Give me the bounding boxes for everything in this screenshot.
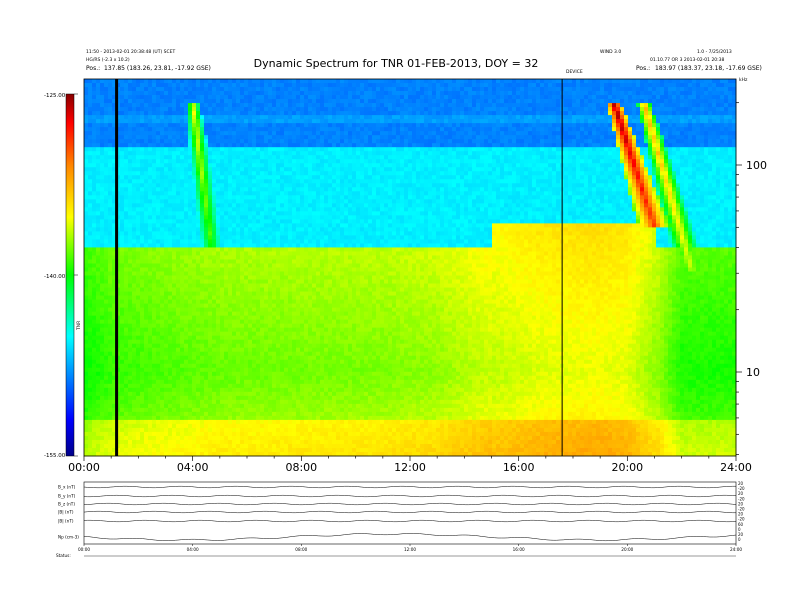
- panel-row-label: B_y (nT): [58, 494, 76, 499]
- panel-trace: [83, 494, 737, 498]
- panel-trace: [83, 533, 737, 542]
- header-left-line2: HG/RS (-2.3 x 10.2): [86, 58, 130, 63]
- panel-trace: [83, 485, 736, 489]
- time-tick-label: 20:00: [611, 461, 643, 474]
- header-right-pos-value: 183.97 (183.37, 23.18, -17.69 GSE): [655, 65, 762, 72]
- panel-right-tick-label: 0: [738, 527, 741, 532]
- panel-row-label: |B| (nT): [58, 510, 74, 515]
- frequency-axis: 10 100: [736, 102, 767, 455]
- header-left-line1: 11:50 - 2013-02-01 20:38:48 (UT) SCET: [86, 50, 176, 55]
- panel-right-tick-label: -20: [738, 507, 745, 512]
- panel-time-tick-label: 12:00: [404, 547, 416, 552]
- panel-right-tick-label: 20: [738, 481, 744, 486]
- panel-right-tick-label: 20: [738, 532, 744, 537]
- header-right-line2: 01.10.77 OR 3 2013-02-01 20:38: [650, 58, 725, 63]
- time-tick-label: 00:00: [68, 461, 100, 474]
- device-marker-label: DEVICE: [566, 70, 583, 75]
- frequency-tick-label: 100: [746, 159, 767, 172]
- panel-footer-label: Status:: [56, 553, 71, 558]
- panel-right-tick-label: 0: [738, 537, 741, 542]
- frequency-tick-label: 10: [746, 366, 760, 379]
- header-right-line1: WIND 3.0: [600, 50, 622, 55]
- panel-time-tick-label: 08:00: [295, 547, 307, 552]
- time-tick-label: 12:00: [394, 461, 426, 474]
- spectrogram: [84, 79, 737, 457]
- time-tick-label: 08:00: [285, 461, 317, 474]
- bottom-panel: B_x (nT) B_y (nT) B_z (nT) |B| (nT) |B| (nT)…: [56, 481, 745, 558]
- colorbar-tick-label: -140.00: [44, 274, 66, 280]
- header-right-pos-label: Pos.:: [636, 65, 651, 72]
- colorbar: [65, 93, 75, 457]
- panel-time-tick-label: 24:00: [730, 547, 742, 552]
- panel-right-tick-label: -20: [738, 517, 745, 522]
- panel-right-tick-label: -20: [738, 486, 745, 491]
- panel-right-tick-label: 20: [738, 501, 744, 506]
- panel-row-label: B_z (nT): [58, 502, 75, 507]
- panel-trace: [83, 502, 737, 506]
- khz-unit-label: kHz: [739, 78, 748, 83]
- panel-row-label: |B| (nT): [58, 519, 74, 524]
- header-left-pos-value: 137.85 (183.26, 23.81, -17.92 GSE): [104, 65, 211, 72]
- panel-trace: [83, 510, 736, 514]
- time-tick-label: 04:00: [177, 461, 209, 474]
- time-axis: 00:00 04:00 08:00 12:00 16:00 20:00 24:00: [68, 456, 752, 474]
- colorbar-ticks: -125.00 -140.00 -155.00: [44, 93, 78, 459]
- panel-right-tick-label: 20: [738, 512, 744, 517]
- panel-time-tick-label: 20:00: [621, 547, 633, 552]
- time-tick-label: 24:00: [720, 461, 752, 474]
- panel-right-tick-label: 60: [738, 522, 744, 527]
- time-tick-label: 16:00: [503, 461, 535, 474]
- chart-title: Dynamic Spectrum for TNR 01-FEB-2013, DO…: [253, 57, 539, 70]
- panel-trace: [83, 519, 737, 523]
- panel-time-tick-label: 00:00: [78, 547, 90, 552]
- colorbar-tick-label: -125.00: [44, 93, 66, 99]
- colorbar-label: TNR: [76, 321, 82, 331]
- data-gap-line: [561, 79, 563, 456]
- data-gap-line: [115, 79, 119, 456]
- header-left-pos-label: Pos.:: [86, 65, 101, 72]
- panel-time-tick-label: 04:00: [187, 547, 199, 552]
- panel-row-label: B_x (nT): [58, 485, 76, 490]
- panel-time-tick-label: 16:00: [513, 547, 525, 552]
- panel-row-label: Np (cm-3): [58, 535, 79, 540]
- header-right-line1b: 1.0 - 7/25/2013: [697, 50, 732, 55]
- panel-right-tick-label: -20: [738, 496, 745, 501]
- colorbar-tick-label: -155.00: [44, 453, 66, 459]
- panel-right-tick-label: 20: [738, 491, 744, 496]
